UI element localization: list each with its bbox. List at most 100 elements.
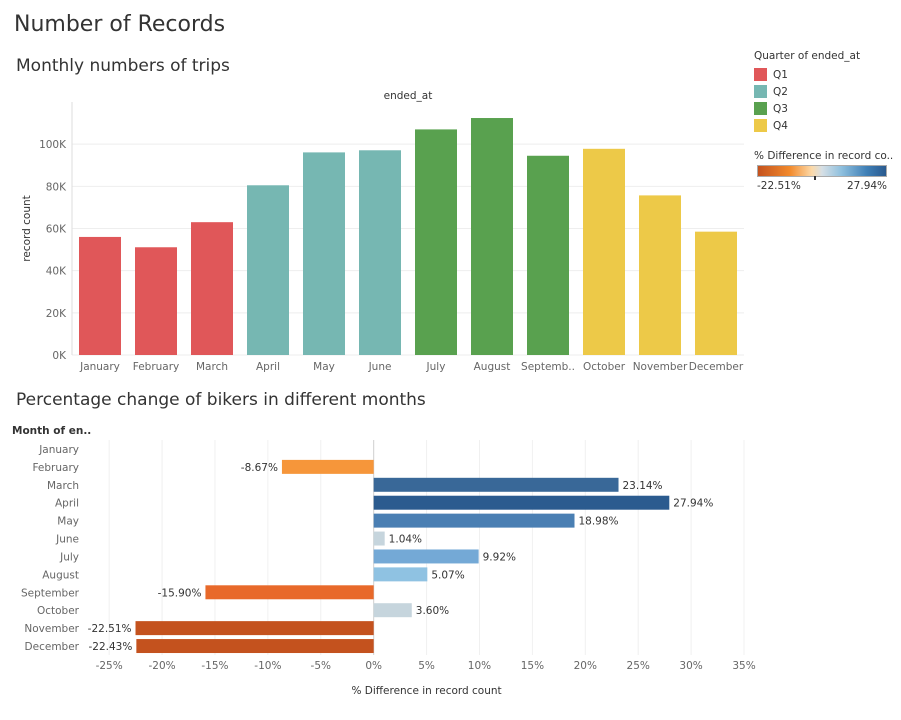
bar-march: [191, 222, 233, 355]
y-tick-label: 20K: [46, 308, 67, 320]
y-tick-label: 80K: [46, 181, 67, 193]
x-tick-label: 35%: [732, 660, 755, 672]
data-label: 1.04%: [389, 534, 422, 546]
diff-bar-november: [135, 621, 374, 636]
x-tick-label: February: [133, 361, 180, 373]
x-tick-label: Septemb..: [521, 361, 575, 373]
quarter-legend: Quarter of ended_at Q1 Q2 Q3 Q4: [754, 50, 860, 134]
x-tick-label: June: [368, 361, 392, 373]
diff-bar-july: [373, 549, 479, 564]
y-tick-label: May: [57, 516, 79, 528]
quarter-legend-title: Quarter of ended_at: [754, 50, 861, 62]
y-tick-label: 0K: [52, 350, 67, 362]
legend-swatch: [754, 68, 767, 81]
y-tick-label: 100K: [39, 139, 67, 151]
y-tick-label: December: [25, 641, 80, 653]
x-tick-label: -20%: [148, 660, 175, 672]
bar-december: [695, 231, 737, 355]
legend-label: Q4: [773, 119, 788, 132]
x-tick-label: -10%: [254, 660, 281, 672]
x-tick-label: 15%: [521, 660, 544, 672]
x-axis-title: % Difference in record count: [351, 685, 501, 697]
x-tick-label: -5%: [311, 660, 331, 672]
diff-bar-april: [373, 495, 670, 510]
diff-chart-title: Percentage change of bikers in different…: [16, 390, 426, 410]
gradient-legend-bar: [757, 165, 887, 177]
x-tick-label: 5%: [418, 660, 435, 672]
x-tick-label: August: [474, 361, 511, 373]
gradient-legend-title: % Difference in record co..: [754, 150, 894, 162]
bar-september: [527, 155, 569, 355]
y-tick-label: November: [24, 623, 79, 635]
data-label: 5.07%: [431, 569, 464, 581]
data-label: -15.90%: [158, 587, 202, 599]
x-tick-label: 10%: [468, 660, 491, 672]
y-tick-label: January: [38, 444, 79, 456]
x-axis-title: ended_at: [384, 90, 433, 102]
data-label: -8.67%: [241, 462, 278, 474]
legend-swatch: [754, 85, 767, 98]
y-tick-label: 60K: [46, 224, 67, 236]
x-tick-label: December: [689, 361, 744, 373]
y-tick-label: September: [21, 587, 80, 599]
x-tick-label: 20%: [574, 660, 597, 672]
data-label: 18.98%: [578, 516, 618, 528]
data-label: 23.14%: [623, 480, 663, 492]
page-title: Number of Records: [14, 12, 226, 37]
legend-item-q3[interactable]: Q3: [754, 100, 860, 117]
legend-item-q4[interactable]: Q4: [754, 117, 860, 134]
x-tick-label: April: [256, 361, 280, 373]
diff-bar-september: [205, 585, 374, 600]
x-tick-label: October: [583, 361, 626, 373]
legend-swatch: [754, 119, 767, 132]
x-tick-label: 0%: [365, 660, 382, 672]
legend-label: Q1: [773, 68, 788, 81]
diff-bar-march: [373, 477, 619, 492]
bar-chart-title: Monthly numbers of trips: [16, 56, 230, 76]
gradient-legend-max: 27.94%: [847, 180, 888, 192]
data-label: 3.60%: [416, 605, 449, 617]
data-label: -22.43%: [89, 641, 133, 653]
bar-august: [471, 118, 513, 355]
diff-bar-may: [373, 513, 575, 528]
x-tick-label: -25%: [96, 660, 123, 672]
diff-bar-august: [373, 567, 428, 582]
data-label: 27.94%: [673, 498, 713, 510]
x-tick-label: March: [196, 361, 228, 373]
bar-november: [639, 195, 681, 355]
bar-july: [415, 129, 457, 355]
y-axis-title: Month of en..: [12, 425, 91, 437]
x-tick-label: July: [426, 361, 446, 373]
bar-april: [247, 185, 289, 355]
y-axis-title: record count: [21, 195, 33, 262]
legend-item-q2[interactable]: Q2: [754, 83, 860, 100]
x-tick-label: 30%: [679, 660, 702, 672]
diff-bar-december: [136, 639, 374, 654]
diff-bar-june: [373, 531, 385, 546]
x-tick-label: -15%: [201, 660, 228, 672]
legend-label: Q3: [773, 102, 788, 115]
bar-october: [583, 148, 625, 355]
diff-bar-february: [281, 459, 374, 474]
x-tick-label: November: [633, 361, 688, 373]
gradient-legend-min: -22.51%: [757, 180, 801, 192]
x-tick-label: January: [79, 361, 120, 373]
legend-label: Q2: [773, 85, 788, 98]
y-tick-label: February: [32, 462, 79, 474]
bar-february: [135, 247, 177, 355]
bar-january: [79, 236, 121, 355]
x-tick-label: 25%: [627, 660, 650, 672]
y-tick-label: October: [37, 605, 80, 617]
y-tick-label: April: [55, 498, 79, 510]
x-tick-label: May: [313, 361, 335, 373]
gradient-legend-marker: [814, 176, 816, 180]
diff-bar-october: [373, 603, 412, 618]
data-label: -22.51%: [88, 623, 132, 635]
legend-item-q1[interactable]: Q1: [754, 66, 860, 83]
data-label: 9.92%: [483, 551, 516, 563]
y-tick-label: August: [42, 569, 79, 581]
bar-june: [359, 150, 401, 355]
y-tick-label: March: [47, 480, 79, 492]
legend-swatch: [754, 102, 767, 115]
